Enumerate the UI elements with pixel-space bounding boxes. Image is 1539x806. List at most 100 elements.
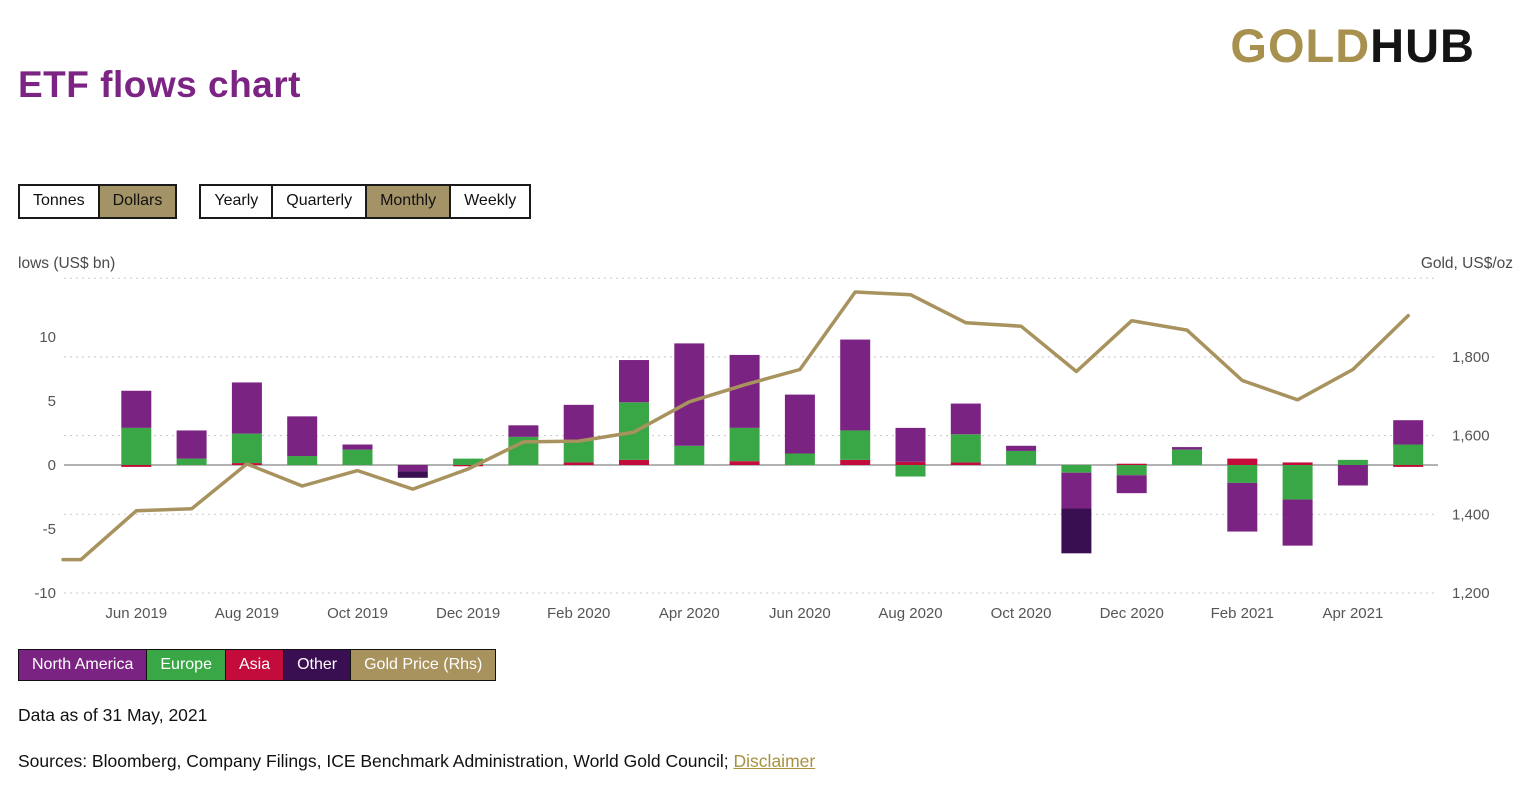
bar-segment-europe-16 (950, 434, 981, 463)
bar-segment-north-america-14 (840, 339, 871, 431)
bar-segment-europe-1 (121, 427, 152, 465)
bar-segment-asia-7 (453, 464, 484, 467)
legend-asia: Asia (224, 648, 285, 681)
bar-segment-europe-17 (1006, 450, 1037, 465)
toggle-weekly[interactable]: Weekly (449, 186, 530, 217)
frequency-toggle-group: Yearly Quarterly Monthly Weekly (199, 184, 532, 219)
bar-segment-north-america-1 (121, 390, 152, 428)
x-axis-tick-apr-2021: Apr 2021 (1322, 605, 1383, 622)
x-axis-tick-dec-2019: Dec 2019 (436, 605, 500, 622)
bar-segment-asia-22 (1282, 462, 1313, 465)
bar-segment-north-america-13 (784, 394, 815, 454)
right-axis-title: Gold, US$/oz (1420, 254, 1513, 272)
x-axis-tick-dec-2020: Dec 2020 (1100, 605, 1164, 622)
x-axis-tick-jun-2020: Jun 2020 (769, 605, 831, 622)
bar-segment-north-america-16 (950, 403, 981, 435)
x-axis-tick-oct-2020: Oct 2020 (991, 605, 1052, 622)
goldhub-logo[interactable]: GOLDHUB (1230, 18, 1475, 73)
bar-segment-north-america-11 (674, 343, 705, 446)
bar-segment-europe-24 (1393, 444, 1424, 465)
bar-segment-asia-21 (1227, 458, 1258, 465)
bar-segment-europe-18 (1061, 464, 1092, 473)
legend-gold-price-rhs: Gold Price (Rhs) (350, 648, 497, 681)
chart-controls: Tonnes Dollars Yearly Quarterly Monthly Week… (18, 184, 1519, 219)
bar-segment-north-america-18 (1061, 472, 1092, 509)
bar-segment-europe-12 (729, 427, 760, 461)
bar-segment-europe-13 (784, 453, 815, 465)
right-axis-tick-1800: 1,800 (1452, 349, 1490, 366)
bar-segment-asia-24 (1393, 464, 1424, 467)
right-axis-tick-1200: 1,200 (1452, 585, 1490, 602)
right-axis-tick-1400: 1,400 (1452, 506, 1490, 523)
left-axis-title: lows (US$ bn) (18, 254, 116, 272)
bar-segment-north-america-2 (176, 430, 207, 459)
bar-segment-europe-22 (1282, 464, 1313, 500)
header: GOLDHUB ETF flows chart (18, 16, 1519, 128)
bar-segment-north-america-21 (1227, 482, 1258, 532)
toggle-quarterly[interactable]: Quarterly (271, 186, 366, 217)
sources-line: Sources: Bloomberg, Company Filings, ICE… (18, 751, 1519, 772)
bar-segment-asia-16 (950, 462, 981, 465)
bar-segment-europe-19 (1116, 464, 1147, 476)
bar-segment-europe-7 (453, 458, 484, 465)
x-axis-tick-feb-2021: Feb 2021 (1211, 605, 1274, 622)
etf-flows-chart: 10 5 0 -5 -10 1,800 1,600 1,400 1,200 Jun 2019 Aug… (34, 277, 1490, 622)
left-axis-tick-5: 5 (48, 393, 56, 410)
bar-segment-north-america-4 (287, 416, 318, 456)
x-axis-tick-aug-2019: Aug 2019 (215, 605, 279, 622)
bar-segment-europe-2 (176, 458, 207, 465)
toggle-monthly[interactable]: Monthly (365, 186, 450, 217)
left-axis-tick--10: -10 (34, 585, 56, 602)
bar-segment-north-america-3 (231, 382, 262, 434)
legend-other: Other (283, 648, 352, 681)
logo-gold-text: GOLD (1230, 19, 1371, 72)
bar-segment-north-america-20 (1172, 446, 1202, 450)
bar-segment-other-6 (397, 471, 428, 478)
left-axis-tick-0: 0 (48, 457, 56, 474)
legend-north-america: North America (18, 648, 148, 681)
bar-segment-asia-12 (729, 460, 760, 465)
bar-segment-europe-9 (563, 440, 594, 463)
x-axis-tick-jun-2019: Jun 2019 (105, 605, 167, 622)
bar-segment-north-america-10 (619, 359, 649, 403)
data-as-of: Data as of 31 May, 2021 (18, 704, 208, 725)
left-axis-tick-10: 10 (39, 329, 56, 346)
toggle-yearly[interactable]: Yearly (201, 186, 272, 217)
x-axis-tick-feb-2020: Feb 2020 (547, 605, 610, 622)
x-axis-tick-aug-2020: Aug 2020 (878, 605, 942, 622)
bar-segment-north-america-12 (729, 354, 760, 428)
axis-titles: lows (US$ bn) Gold, US$/oz (18, 255, 1519, 273)
disclaimer-link[interactable]: Disclaimer (733, 750, 816, 771)
legend-europe: Europe (146, 648, 226, 681)
bar-segment-europe-11 (674, 445, 705, 465)
bar-segment-asia-10 (619, 459, 649, 465)
toggle-dollars[interactable]: Dollars (97, 186, 176, 217)
bar-segment-other-18 (1061, 508, 1092, 554)
bar-segment-north-america-19 (1116, 475, 1147, 493)
bar-segment-north-america-23 (1337, 464, 1368, 486)
bar-segment-europe-15 (895, 464, 926, 477)
bar-segment-asia-14 (840, 459, 871, 465)
bar-segment-north-america-22 (1282, 499, 1313, 546)
page-title: ETF flows chart (18, 64, 301, 105)
x-axis-tick-oct-2019: Oct 2019 (327, 605, 388, 622)
bar-segment-asia-9 (563, 462, 594, 465)
bar-segment-north-america-9 (563, 404, 594, 441)
bar-segment-north-america-8 (508, 425, 539, 437)
bar-segment-europe-21 (1227, 464, 1258, 483)
bar-segment-north-america-15 (895, 427, 926, 462)
bar-segment-asia-15 (895, 461, 926, 465)
logo-hub-text: HUB (1370, 19, 1475, 72)
bar-segment-asia-1 (121, 464, 152, 467)
toggle-tonnes[interactable]: Tonnes (20, 186, 98, 217)
bar-segment-north-america-5 (342, 444, 373, 450)
chart-legend: North America Europe Asia Other Gold Price (… (18, 648, 1519, 681)
bar-segment-europe-14 (840, 430, 871, 460)
bar-segment-asia-19 (1116, 463, 1147, 465)
bar-segment-north-america-17 (1006, 445, 1037, 451)
bar-segment-europe-23 (1337, 459, 1368, 465)
bar-segment-north-america-24 (1393, 419, 1424, 445)
left-axis-tick--5: -5 (43, 521, 56, 538)
bar-segment-europe-4 (287, 455, 318, 465)
